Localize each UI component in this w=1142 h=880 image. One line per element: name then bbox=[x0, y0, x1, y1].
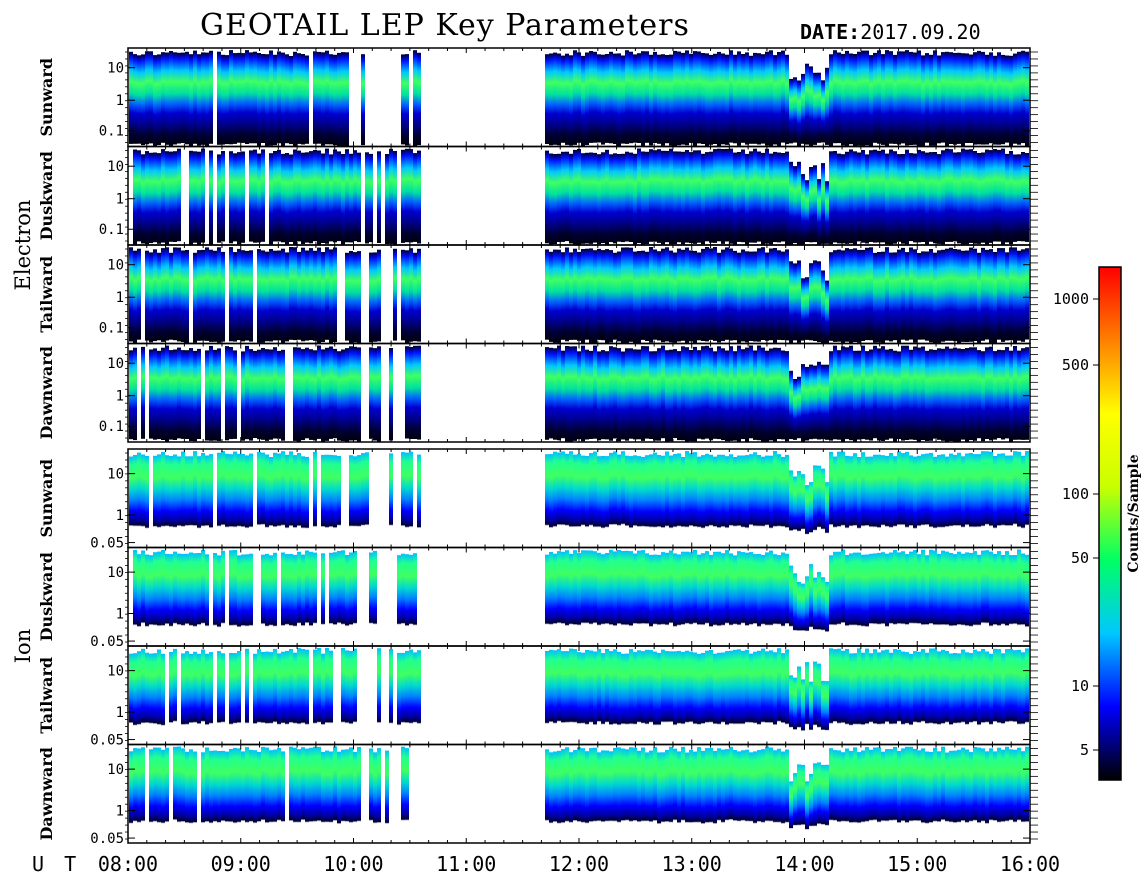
colorbar-tick-label: 50 bbox=[1071, 549, 1089, 567]
x-tick-label: 16:00 bbox=[1000, 852, 1060, 876]
y-tick-label: 1 bbox=[116, 389, 124, 405]
panel-label-sunward: Sunward bbox=[37, 58, 56, 137]
colorbar-label: Counts/Sample bbox=[1126, 454, 1142, 572]
x-tick-label: 11:00 bbox=[436, 852, 496, 876]
x-tick-label: 15:00 bbox=[887, 852, 947, 876]
panel-electron-tailward: 10 1 0.1 bbox=[99, 244, 1038, 345]
panel-label-dawnward: Dawnward bbox=[37, 747, 56, 840]
y-tick-label: 0.05 bbox=[90, 634, 124, 650]
y-tick-label: 10 bbox=[107, 762, 124, 778]
y-tick-label: 10 bbox=[107, 258, 124, 274]
panel-electron-duskward: 10 1 0.1 bbox=[99, 145, 1038, 246]
x-tick-label: 12:00 bbox=[549, 852, 609, 876]
panel-label-duskward: Duskward bbox=[37, 552, 56, 641]
panel-ion-dawnward: 10 1 0.05 bbox=[90, 743, 1038, 847]
y-tick-label: 1 bbox=[116, 803, 124, 819]
colorbar-tick-label: 1000 bbox=[1053, 290, 1089, 308]
x-axis-label: U T bbox=[32, 852, 80, 876]
group-label-electron: Electron bbox=[11, 200, 35, 291]
panel-ion-duskward: 10 1 0.05 bbox=[90, 546, 1038, 650]
x-tick-label: 09:00 bbox=[211, 852, 271, 876]
y-tick-label: 1 bbox=[116, 508, 124, 524]
y-tick-label: 1 bbox=[116, 93, 124, 109]
date-readout: DATE:2017.09.20 bbox=[800, 20, 981, 44]
y-tick-label: 0.1 bbox=[99, 321, 124, 337]
x-tick-label: 13:00 bbox=[662, 852, 722, 876]
colorbar bbox=[1098, 266, 1122, 781]
x-tick-label: 14:00 bbox=[774, 852, 834, 876]
y-tick-label: 0.05 bbox=[90, 536, 124, 552]
panel-ion-tailward: 10 1 0.05 bbox=[90, 645, 1038, 749]
y-tick-label: 0.05 bbox=[90, 733, 124, 749]
colorbar-tick-label: 10 bbox=[1071, 677, 1089, 695]
y-tick-label: 10 bbox=[107, 565, 124, 581]
panel-label-tailward: Tailward bbox=[37, 256, 56, 333]
y-tick-label: 10 bbox=[107, 467, 124, 483]
x-tick-label: 08:00 bbox=[98, 852, 158, 876]
panel-electron-sunward: 10 1 0.1 bbox=[99, 47, 1038, 148]
y-tick-label: 10 bbox=[107, 61, 124, 77]
x-tick-label: 10:00 bbox=[323, 852, 383, 876]
y-tick-label: 0.1 bbox=[99, 222, 124, 238]
date-value: 2017.09.20 bbox=[860, 20, 981, 44]
panel-label-duskward: Duskward bbox=[37, 151, 56, 240]
y-tick-label: 1 bbox=[116, 606, 124, 622]
y-tick-label: 0.1 bbox=[99, 124, 124, 140]
y-tick-label: 0.1 bbox=[99, 419, 124, 435]
group-label-ion: Ion bbox=[11, 629, 35, 663]
panel-electron-dawnward: 10 1 0.1 bbox=[99, 342, 1038, 443]
y-tick-label: 1 bbox=[116, 192, 124, 208]
colorbar-tick-label: 100 bbox=[1062, 485, 1089, 503]
panel-label-tailward: Tailward bbox=[37, 657, 56, 734]
y-tick-label: 10 bbox=[107, 664, 124, 680]
chart-title: GEOTAIL LEP Key Parameters bbox=[200, 8, 690, 43]
y-tick-label: 0.05 bbox=[90, 831, 124, 847]
panel-ion-sunward: 10 1 0.05 bbox=[90, 448, 1038, 552]
colorbar-tick-label: 5 bbox=[1080, 741, 1089, 759]
y-tick-label: 1 bbox=[116, 290, 124, 306]
y-tick-label: 10 bbox=[107, 159, 124, 175]
date-label: DATE: bbox=[800, 20, 861, 44]
colorbar-tick-label: 500 bbox=[1062, 356, 1089, 374]
y-tick-label: 1 bbox=[116, 705, 124, 721]
y-tick-label: 10 bbox=[107, 356, 124, 372]
panel-label-sunward: Sunward bbox=[37, 459, 56, 538]
panel-label-dawnward: Dawnward bbox=[37, 346, 56, 439]
